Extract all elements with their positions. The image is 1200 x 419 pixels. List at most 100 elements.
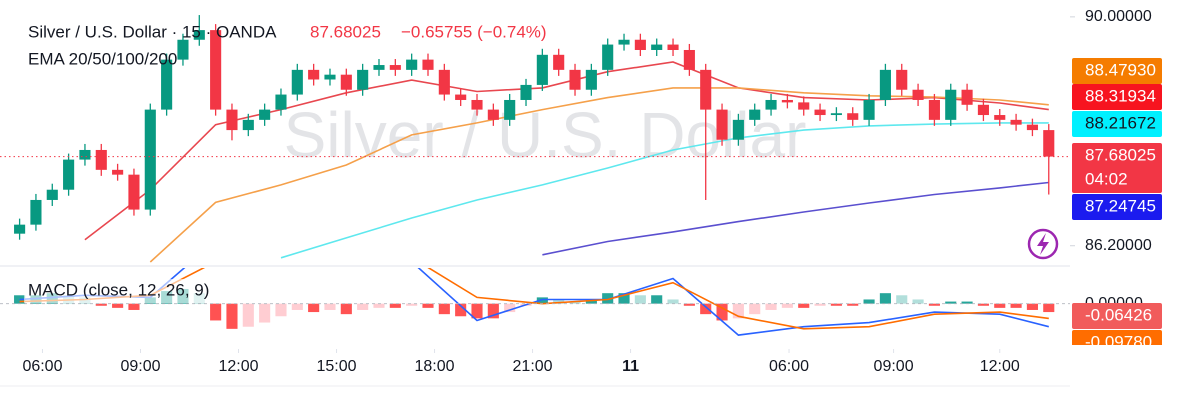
x-tick-label: 06:00 xyxy=(769,358,809,375)
macd-histogram-bar xyxy=(716,303,728,321)
candle-body xyxy=(732,119,744,140)
candle-body xyxy=(634,39,646,50)
macd-histogram-bar xyxy=(1026,303,1038,310)
macd-histogram-bar xyxy=(634,295,646,304)
alert-icon[interactable] xyxy=(1027,228,1059,260)
candle-body xyxy=(879,69,891,100)
candle-body xyxy=(373,65,385,70)
x-tick-label: 11 xyxy=(622,358,639,375)
candle-body xyxy=(210,30,222,110)
candle-body xyxy=(275,94,287,110)
candle-body xyxy=(177,39,189,60)
candle-body xyxy=(536,54,548,85)
candle-body xyxy=(193,30,205,40)
macd-histogram-bar xyxy=(406,303,418,306)
indicator-line xyxy=(19,268,1049,336)
macd-histogram-bar xyxy=(879,293,891,304)
candle-body xyxy=(1043,130,1055,157)
macd-histogram-bar xyxy=(896,295,908,304)
macd-histogram-bar xyxy=(749,303,761,315)
y-tick-label: 86.20000 xyxy=(1085,237,1152,254)
candle-body xyxy=(14,224,26,234)
x-tick-label: 09:00 xyxy=(874,358,914,375)
price-labels: 88.47930 88.31934 88.21672 87.68025 04:02 87.… xyxy=(1072,58,1162,220)
macd-histogram-bar xyxy=(112,303,124,308)
symbol: Silver / U.S. Dollar · 15 · OANDA xyxy=(28,22,277,41)
candle-body xyxy=(814,109,826,116)
x-tick-label: 21:00 xyxy=(513,358,553,375)
price-label-box xyxy=(1072,143,1162,193)
macd-histogram-bar xyxy=(814,303,826,306)
macd-histogram-bar xyxy=(553,299,565,304)
price-pane xyxy=(0,15,1070,263)
macd-histogram-bar xyxy=(765,303,777,310)
price-label-box xyxy=(1072,58,1162,84)
candle-body xyxy=(618,39,630,45)
indicator-name: EMA 20/50/100/200 xyxy=(28,49,177,68)
candle-body xyxy=(830,113,842,116)
macd-histogram-bar xyxy=(487,303,499,319)
candle-body xyxy=(749,109,761,120)
candle-body xyxy=(161,59,173,110)
macd-title-bg xyxy=(24,279,234,303)
candle-body xyxy=(259,109,271,120)
macd-histogram-bar xyxy=(275,303,287,317)
macd-histogram-bar xyxy=(455,303,467,317)
price-label: -0.06426 xyxy=(1085,305,1152,324)
macd-histogram-bar xyxy=(977,303,989,306)
macd-histogram-bar xyxy=(242,303,254,327)
macd-histogram-bar xyxy=(618,293,630,304)
candle-body xyxy=(504,99,516,120)
candle-body xyxy=(389,65,401,70)
candle-body xyxy=(455,94,467,100)
candle-body xyxy=(30,199,42,225)
macd-histogram-bar xyxy=(928,303,940,306)
candle-body xyxy=(95,149,107,170)
candle-body xyxy=(406,59,418,70)
candle-body xyxy=(487,109,499,120)
macd-histogram-bar xyxy=(357,303,369,310)
price-label: 88.47930 xyxy=(1085,60,1156,79)
macd-histogram-bar xyxy=(569,301,581,304)
price-label: 88.21672 xyxy=(1085,113,1156,132)
candle-body xyxy=(945,89,957,120)
candle-body xyxy=(765,99,777,110)
candle-body xyxy=(847,113,859,120)
macd-histogram-bar xyxy=(945,301,957,304)
candle-body xyxy=(144,109,156,210)
macd-histogram-bar xyxy=(324,303,336,310)
candle-body xyxy=(242,119,254,131)
candle-body xyxy=(79,149,91,160)
price-label: 88.31934 xyxy=(1085,86,1156,105)
y-tick-label: 90.00000 xyxy=(1085,8,1152,25)
candle-body xyxy=(324,74,336,80)
candle-body xyxy=(569,69,581,90)
macd-histogram-bar xyxy=(210,303,222,321)
macd-histogram-bar xyxy=(95,303,107,306)
macd-histogram-bar xyxy=(667,299,679,304)
candle-body xyxy=(520,84,532,100)
macd-histogram-bar xyxy=(863,299,875,304)
x-tick-label: 12:00 xyxy=(218,358,258,375)
macd-histogram-bar xyxy=(830,303,842,306)
x-tick-label: 09:00 xyxy=(120,358,160,375)
macd-histogram-bar xyxy=(912,299,924,304)
macd-histogram-bar xyxy=(732,303,744,319)
candle-body xyxy=(1010,119,1022,125)
alert-bolt[interactable] xyxy=(1037,233,1049,255)
price-label-box xyxy=(1072,194,1162,220)
macd-histogram-bar xyxy=(798,303,810,308)
candle-body xyxy=(438,69,450,95)
candle-body xyxy=(340,74,352,90)
macd-histogram-bar xyxy=(961,301,973,304)
candle-body xyxy=(471,99,483,110)
price-label-box xyxy=(1072,330,1162,345)
indicator-line xyxy=(542,181,1049,256)
macd-histogram-bar xyxy=(781,303,793,308)
x-tick-label: 06:00 xyxy=(22,358,62,375)
candle-body xyxy=(553,54,565,70)
price-label-box xyxy=(1072,303,1162,329)
candle-body xyxy=(357,69,369,90)
last-price: 87.68025 xyxy=(310,22,381,41)
